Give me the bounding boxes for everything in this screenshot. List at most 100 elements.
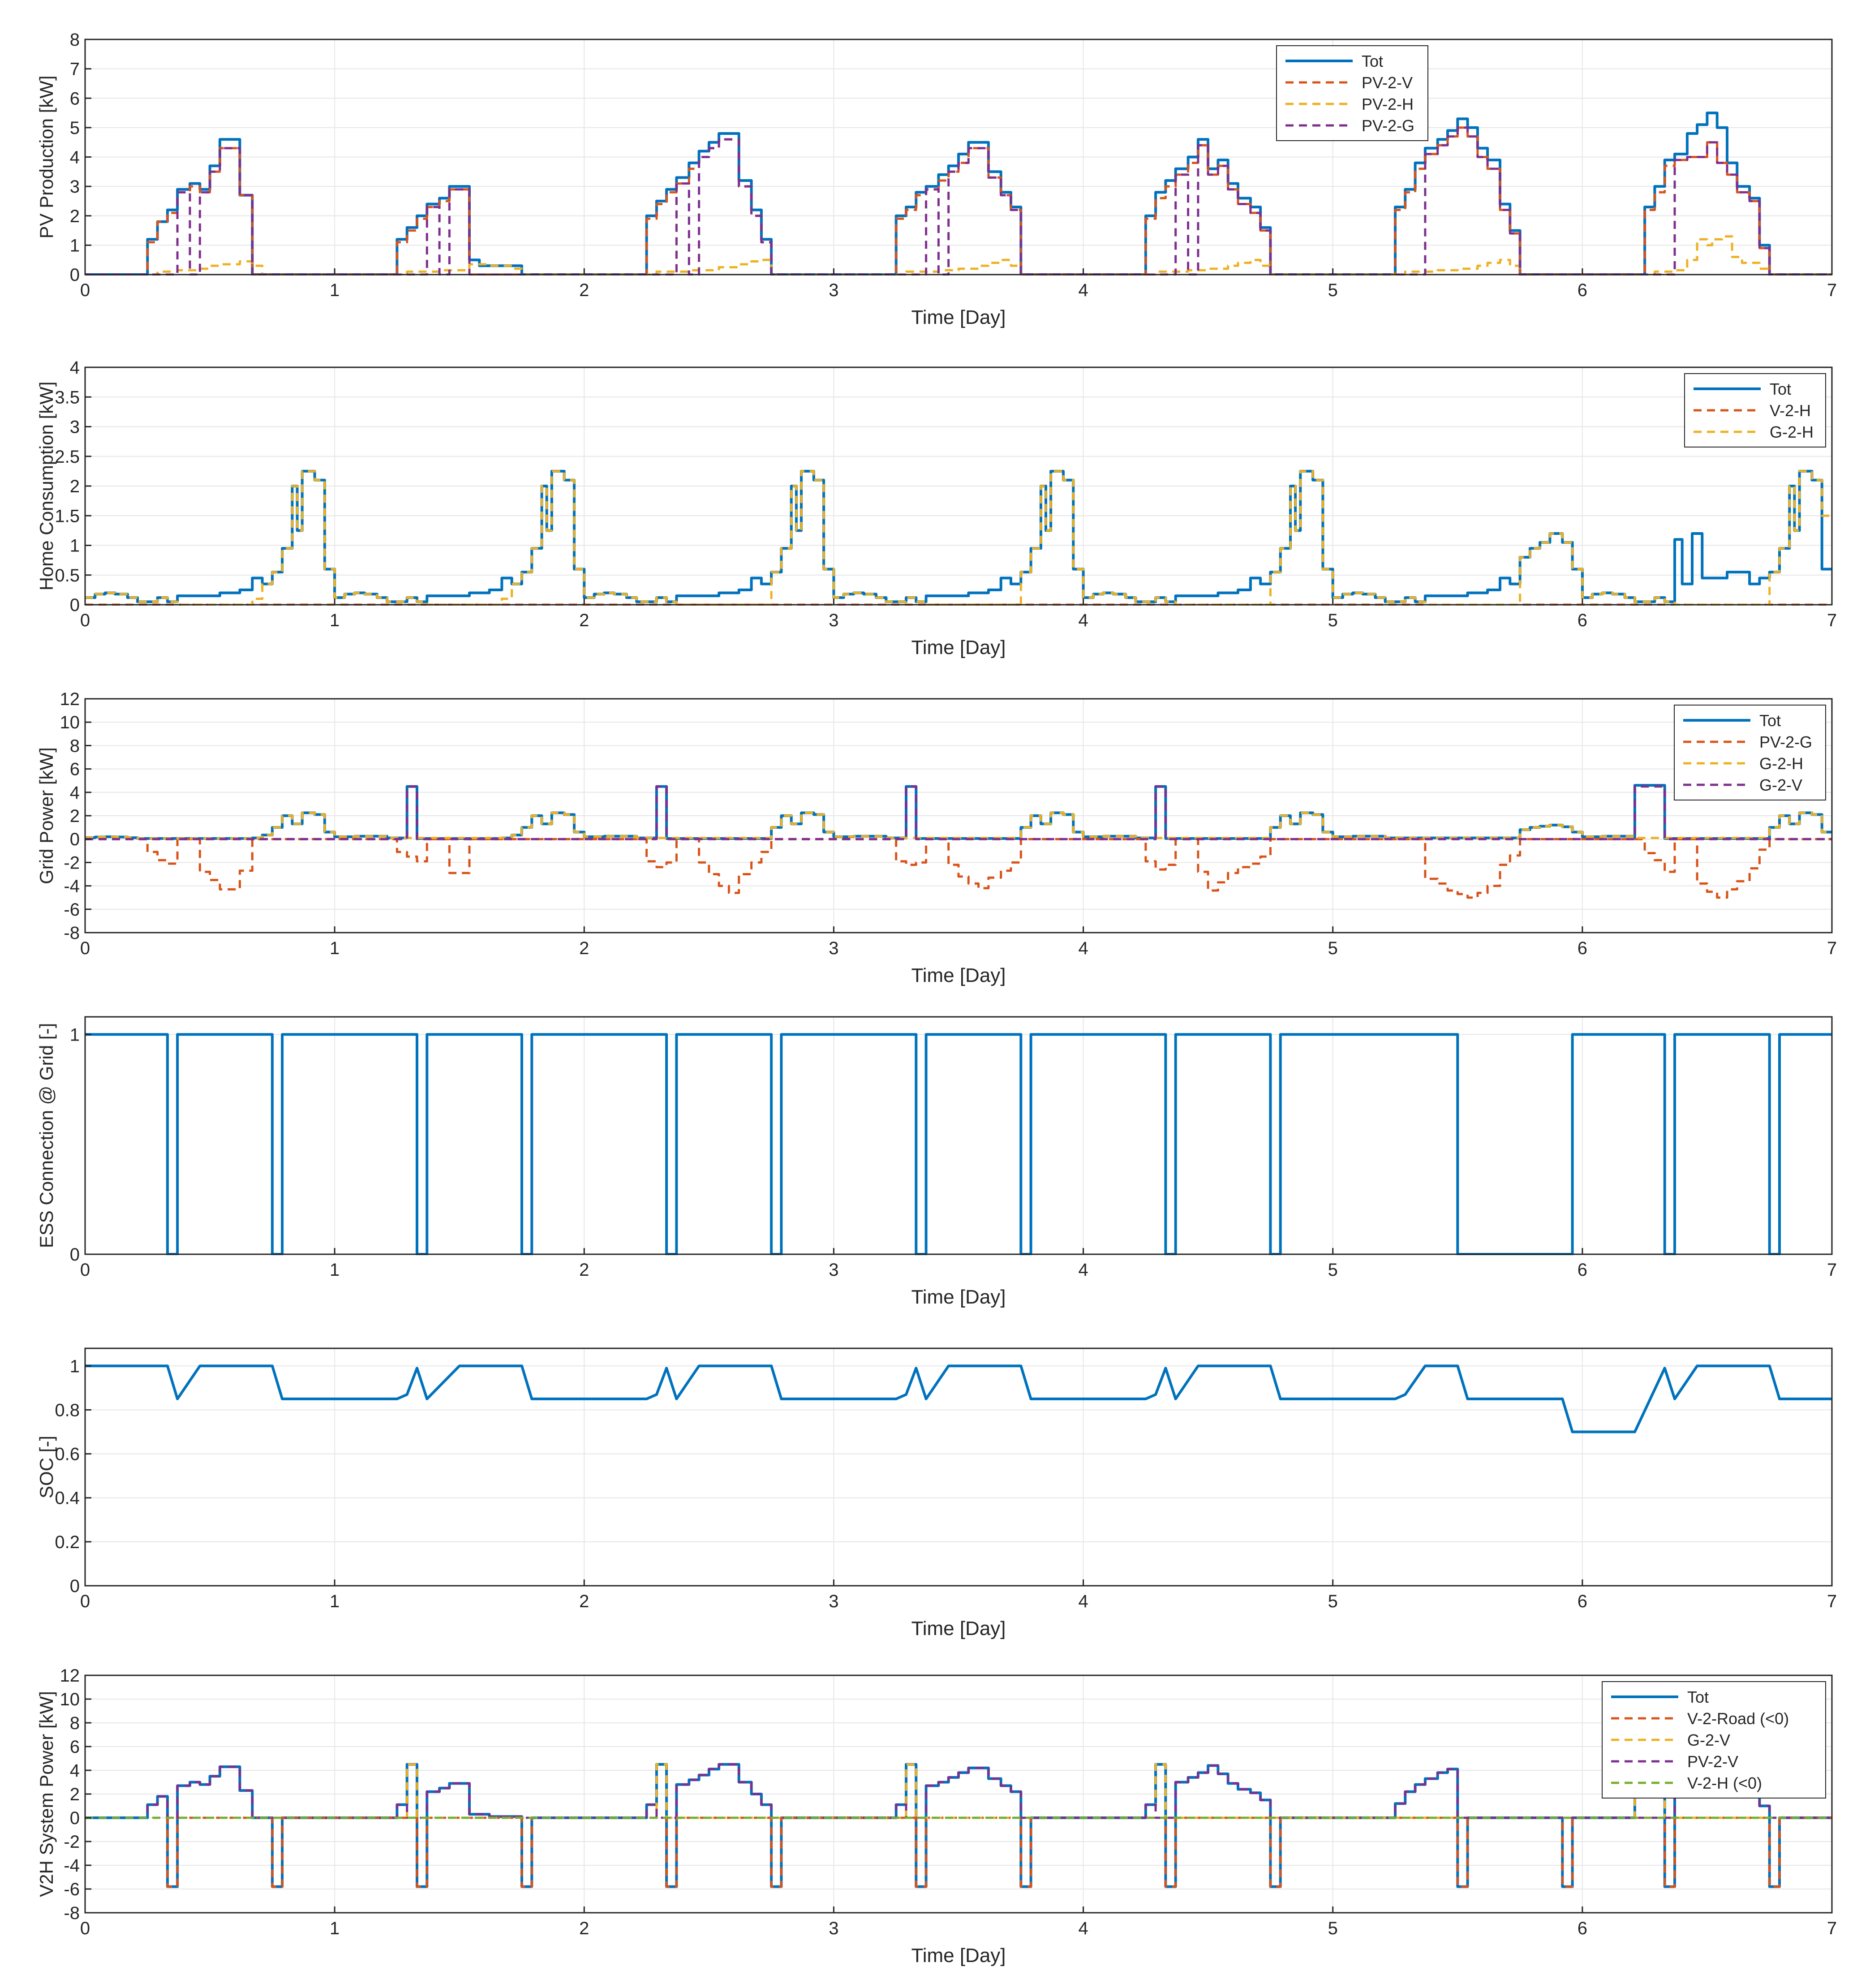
x-tick-label: 4 — [1078, 280, 1088, 300]
x-tick-label: 2 — [579, 1260, 589, 1280]
y-tick-label: 0 — [70, 1808, 80, 1828]
y-tick-label: 10 — [60, 1690, 80, 1709]
x-tick-label: 7 — [1827, 611, 1837, 630]
y-axis-label: SOC [-] — [36, 1436, 57, 1498]
x-tick-label: 6 — [1578, 1260, 1587, 1280]
x-axis-label: Time [Day] — [911, 1286, 1006, 1308]
x-tick-label: 1 — [330, 611, 340, 630]
x-tick-label: 0 — [80, 280, 90, 300]
y-axis-label: Home Consumption [kW] — [36, 382, 57, 591]
x-tick-label: 5 — [1328, 1260, 1338, 1280]
chart-panel-1: 0 1 2 3 4 5 6 7 0 1 2 3 4 5 6 7 8 Time [Day] PV Production… — [36, 30, 1837, 328]
legend-label: PV-2-V — [1687, 1752, 1738, 1771]
axes-box — [84, 1347, 1833, 1587]
x-tick-label: 2 — [579, 938, 589, 958]
y-tick-label: 0.4 — [55, 1489, 80, 1508]
y-tick-label: 0.6 — [55, 1445, 80, 1464]
x-tick-label: 3 — [829, 611, 838, 630]
x-tick-label: 5 — [1328, 1919, 1338, 1938]
axes-box — [84, 1016, 1833, 1255]
y-tick-label: 3 — [70, 417, 80, 437]
x-tick-label: 2 — [579, 1919, 589, 1938]
y-tick-label: -4 — [64, 877, 80, 896]
x-axis-label: Time [Day] — [911, 1945, 1006, 1966]
y-tick-label: 0 — [70, 1576, 80, 1596]
y-tick-label: 0 — [70, 595, 80, 615]
series-line-pv-2-h — [85, 235, 1832, 275]
x-tick-label: 7 — [1827, 1592, 1837, 1611]
x-tick-label: 2 — [579, 1592, 589, 1611]
legend-label: G-2-V — [1687, 1731, 1730, 1749]
y-tick-label: 8 — [70, 30, 80, 50]
series-line-g-2-h — [85, 812, 1832, 840]
y-tick-label: 1 — [70, 1356, 80, 1376]
legend-label: Tot — [1759, 711, 1781, 730]
y-tick-label: 0 — [70, 1245, 80, 1265]
legend-label: Tot — [1770, 380, 1791, 398]
y-tick-label: -4 — [64, 1856, 80, 1876]
x-axis-label: Time [Day] — [911, 1618, 1006, 1639]
x-tick-label: 0 — [80, 938, 90, 958]
legend-label: PV-2-H — [1362, 95, 1414, 113]
legend: Tot PV-2-V PV-2-H PV-2-G — [1276, 45, 1428, 141]
legend: Tot V-2-Road (<0) G-2-V PV-2-V V-2-H (<0) — [1602, 1681, 1826, 1799]
legend-label: PV-2-V — [1362, 73, 1413, 92]
legend-label: Tot — [1687, 1688, 1709, 1706]
legend-label: PV-2-G — [1362, 116, 1414, 135]
series-line-g-2-h — [85, 470, 1832, 606]
y-tick-label: 10 — [60, 713, 80, 732]
y-tick-label: 8 — [70, 1713, 80, 1733]
x-tick-label: 0 — [80, 1260, 90, 1280]
y-tick-label: 7 — [70, 60, 80, 79]
chart-panel-5: 0 1 2 3 4 5 6 7 0 0.2 0.4 0.6 0.8 1 Time [Day] SOC [-] — [36, 1347, 1837, 1639]
series-line-g-2-v — [85, 785, 1832, 840]
y-tick-label: 2 — [70, 477, 80, 496]
y-tick-label: 4 — [70, 148, 80, 168]
x-tick-label: 1 — [330, 1592, 340, 1611]
x-tick-label: 0 — [80, 1919, 90, 1938]
chart-panel-4: 0 1 2 3 4 5 6 7 0 1 Time [Day] ESS Connection @ Gri… — [36, 1016, 1837, 1308]
x-tick-label: 2 — [579, 611, 589, 630]
x-tick-label: 4 — [1078, 938, 1088, 958]
y-tick-label: 2 — [70, 1785, 80, 1804]
x-tick-label: 5 — [1328, 1592, 1338, 1611]
legend-label: G-2-H — [1759, 754, 1803, 773]
x-tick-label: 2 — [579, 280, 589, 300]
y-axis-label: Grid Power [kW] — [36, 747, 57, 884]
legend: Tot PV-2-G G-2-H G-2-V — [1674, 705, 1826, 800]
y-tick-label: 4 — [70, 1761, 80, 1781]
y-tick-label: 2.5 — [55, 447, 80, 467]
y-tick-label: -6 — [64, 900, 80, 920]
legend-box — [1602, 1681, 1826, 1799]
y-tick-label: 12 — [60, 1666, 80, 1686]
y-tick-label: 4 — [70, 783, 80, 803]
series-line-main — [85, 1364, 1832, 1433]
legend-label: V-2-H (<0) — [1687, 1774, 1762, 1792]
y-tick-label: 3 — [70, 177, 80, 197]
y-tick-label: 0 — [70, 265, 80, 285]
y-tick-label: 4 — [70, 358, 80, 378]
y-tick-label: 0.2 — [55, 1532, 80, 1552]
x-tick-label: 5 — [1328, 280, 1338, 300]
x-tick-label: 5 — [1328, 611, 1338, 630]
y-tick-label: 1 — [70, 236, 80, 255]
y-tick-label: 2 — [70, 806, 80, 826]
y-tick-label: -8 — [64, 1903, 80, 1923]
x-tick-label: 6 — [1578, 1592, 1587, 1611]
x-tick-label: 7 — [1827, 1919, 1837, 1938]
legend-label: Tot — [1362, 52, 1383, 70]
x-tick-label: 1 — [330, 938, 340, 958]
x-tick-label: 4 — [1078, 1260, 1088, 1280]
series-line-pv-2-v — [85, 1763, 1832, 1819]
series-line-v-2-road-0- — [85, 1816, 1832, 1888]
x-axis-label: Time [Day] — [911, 964, 1006, 986]
y-tick-label: 8 — [70, 736, 80, 756]
y-tick-label: 2 — [70, 207, 80, 226]
x-axis-label: Time [Day] — [911, 306, 1006, 328]
chart-panel-2: 0 1 2 3 4 5 6 7 0 0.5 1 1.5 2 2.5 3 3.5 4 Time [Day] Home … — [36, 358, 1837, 658]
x-tick-label: 7 — [1827, 1260, 1837, 1280]
plot-area — [85, 1348, 1832, 1586]
x-tick-label: 4 — [1078, 1592, 1088, 1611]
